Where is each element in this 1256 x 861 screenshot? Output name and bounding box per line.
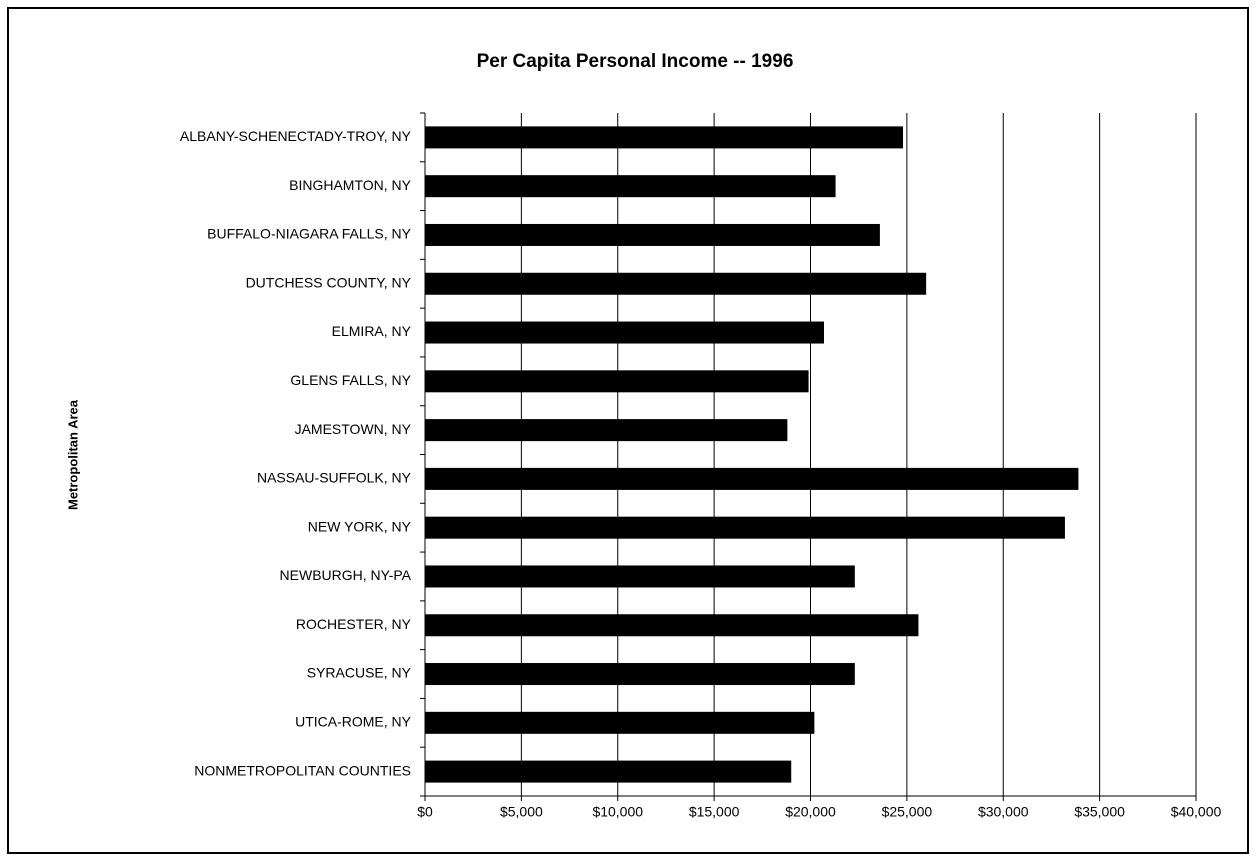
- x-tick-label: $15,000: [689, 804, 740, 820]
- bar: [425, 663, 855, 686]
- x-tick-label: $25,000: [882, 804, 933, 820]
- y-tick-label: GLENS FALLS, NY: [290, 372, 411, 388]
- y-tick-label: BUFFALO-NIAGARA FALLS, NY: [207, 226, 412, 242]
- y-axis-label: Metropolitan Area: [65, 399, 80, 510]
- x-tick-label: $5,000: [500, 804, 543, 820]
- bar: [425, 614, 919, 637]
- x-tick-label: $10,000: [592, 804, 643, 820]
- y-tick-label: NEW YORK, NY: [308, 518, 412, 534]
- bar: [425, 223, 880, 246]
- bar: [425, 516, 1065, 539]
- x-tick-label: $35,000: [1074, 804, 1125, 820]
- bar: [425, 565, 855, 588]
- bar: [425, 711, 815, 734]
- y-tick-label: ROCHESTER, NY: [296, 616, 412, 632]
- bar: [425, 272, 927, 295]
- y-tick-label: ALBANY-SCHENECTADY-TROY, NY: [180, 128, 412, 144]
- y-tick-label: UTICA-ROME, NY: [295, 714, 412, 730]
- bar: [425, 467, 1079, 490]
- x-tick-label: $30,000: [978, 804, 1029, 820]
- bar: [425, 321, 824, 344]
- x-tick-label: $0: [417, 804, 433, 820]
- x-tick-label: $20,000: [785, 804, 836, 820]
- y-tick-label: JAMESTOWN, NY: [295, 421, 412, 437]
- bar: [425, 419, 788, 442]
- y-tick-label: BINGHAMTON, NY: [289, 177, 412, 193]
- bar: [425, 175, 836, 198]
- x-tick-label: $40,000: [1171, 804, 1222, 820]
- y-tick-label: NEWBURGH, NY-PA: [280, 567, 412, 583]
- y-tick-label: NONMETROPOLITAN COUNTIES: [194, 762, 411, 778]
- bar: [425, 126, 904, 149]
- bar: [425, 760, 792, 783]
- bar: [425, 370, 809, 393]
- chart-title: Per Capita Personal Income -- 1996: [477, 51, 794, 72]
- y-tick-label: ELMIRA, NY: [332, 323, 412, 339]
- y-tick-label: DUTCHESS COUNTY, NY: [246, 274, 412, 290]
- y-tick-label: NASSAU-SUFFOLK, NY: [257, 470, 412, 486]
- y-tick-label: SYRACUSE, NY: [307, 665, 412, 681]
